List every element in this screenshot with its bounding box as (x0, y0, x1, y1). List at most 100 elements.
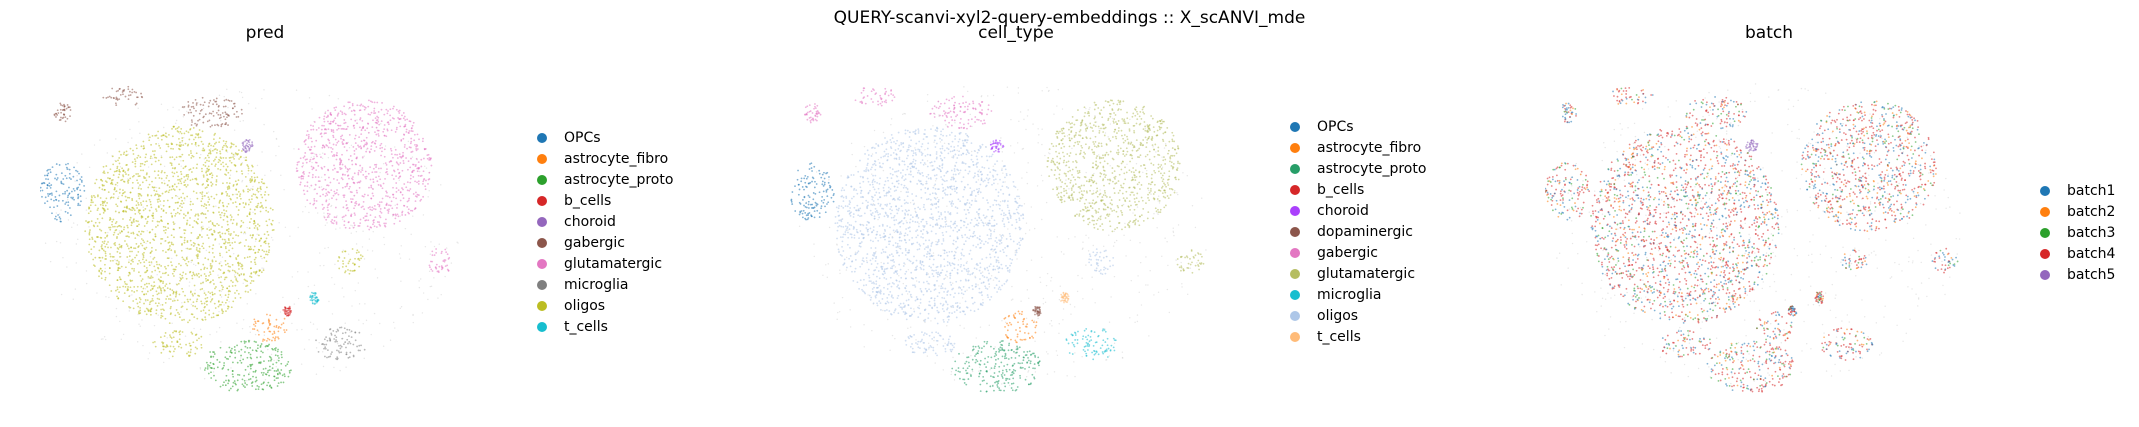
cell-point (195, 133, 198, 135)
cell-point (277, 368, 279, 371)
cell-point (202, 176, 205, 178)
cell-point (374, 142, 377, 145)
cell-point (365, 177, 367, 180)
cell-point (200, 200, 203, 203)
cell-point (267, 193, 270, 196)
cell-point (210, 371, 212, 374)
background-point (1039, 276, 1041, 279)
cell-point (161, 342, 164, 345)
figure-suptitle: QUERY-scanvi-xyl2-query-embeddings :: X_… (833, 8, 1306, 28)
cell-point (323, 132, 326, 135)
cell-point (205, 186, 208, 189)
cell-point (168, 205, 171, 208)
cell-point (198, 233, 201, 236)
cell-point (220, 303, 222, 306)
cell-point (171, 167, 174, 170)
cell-point (180, 177, 183, 180)
cell-point (223, 209, 225, 212)
cell-point (275, 370, 278, 372)
cell-point (207, 372, 210, 375)
cell-point (399, 191, 402, 194)
cell-point (249, 147, 251, 149)
cell-point (248, 227, 251, 230)
cell-point (265, 206, 267, 209)
cell-point (378, 221, 381, 224)
cell-point (207, 364, 209, 366)
cell-point (220, 163, 223, 166)
cell-point (171, 184, 174, 187)
cell-point (89, 204, 92, 207)
cell-point (136, 289, 138, 292)
background-point (316, 212, 319, 214)
background-point (855, 165, 857, 168)
cell-point (231, 247, 234, 250)
cell-point (229, 244, 232, 247)
cell-point (212, 279, 214, 282)
background-point (1091, 288, 1094, 290)
cell-point (318, 116, 321, 119)
cell-point (171, 156, 174, 158)
background-point (946, 276, 948, 278)
background-point (813, 243, 815, 245)
cell-point (254, 325, 257, 327)
cell-point (271, 367, 274, 370)
cell-point (359, 145, 362, 148)
background-point (326, 222, 328, 224)
cell-point (359, 349, 361, 352)
cell-point (180, 132, 183, 135)
cell-point (354, 339, 357, 342)
cell-point (96, 209, 99, 212)
cell-point (145, 200, 148, 203)
cell-point (206, 120, 209, 123)
cell-point (971, 296, 973, 299)
cell-point (172, 292, 175, 295)
cell-point (205, 280, 208, 282)
background-point (407, 140, 410, 143)
cell-point (129, 216, 132, 219)
cell-point (253, 328, 256, 330)
cell-point (422, 170, 425, 173)
cell-point (397, 117, 399, 119)
cell-point (148, 209, 151, 212)
cell-point (218, 303, 221, 306)
background-point (1073, 361, 1075, 363)
background-point (1071, 147, 1073, 150)
background-point (1001, 319, 1003, 322)
background-point (903, 112, 905, 115)
cell-point (209, 150, 212, 153)
background-point (440, 293, 442, 296)
cell-point (186, 352, 188, 355)
cell-point (139, 309, 142, 312)
cell-point (140, 204, 143, 206)
cell-point (174, 314, 177, 317)
cell-point (356, 345, 358, 348)
cell-point (877, 270, 880, 272)
background-point (180, 160, 182, 162)
cell-point (172, 275, 175, 277)
background-point (103, 336, 106, 338)
cell-point (327, 184, 330, 187)
cell-point (222, 218, 225, 221)
cell-point (365, 215, 368, 218)
cell-point (380, 185, 382, 188)
cell-point (344, 173, 346, 176)
cell-point (203, 115, 205, 118)
background-point (1026, 269, 1028, 272)
cell-point (122, 89, 124, 92)
cell-point (378, 201, 381, 203)
background-point (261, 267, 263, 269)
cell-point (306, 130, 309, 132)
background-point (1149, 269, 1151, 272)
cell-point (268, 343, 270, 346)
cell-point (288, 305, 291, 308)
cell-point (364, 215, 367, 218)
background-point (1004, 321, 1007, 324)
background-point (1061, 108, 1064, 110)
cell-point (143, 147, 146, 150)
cell-point (307, 135, 310, 138)
cell-point (246, 164, 249, 166)
background-point (1129, 239, 1132, 241)
cell-point (256, 384, 259, 387)
cell-point (46, 169, 49, 172)
cell-point (424, 185, 427, 188)
